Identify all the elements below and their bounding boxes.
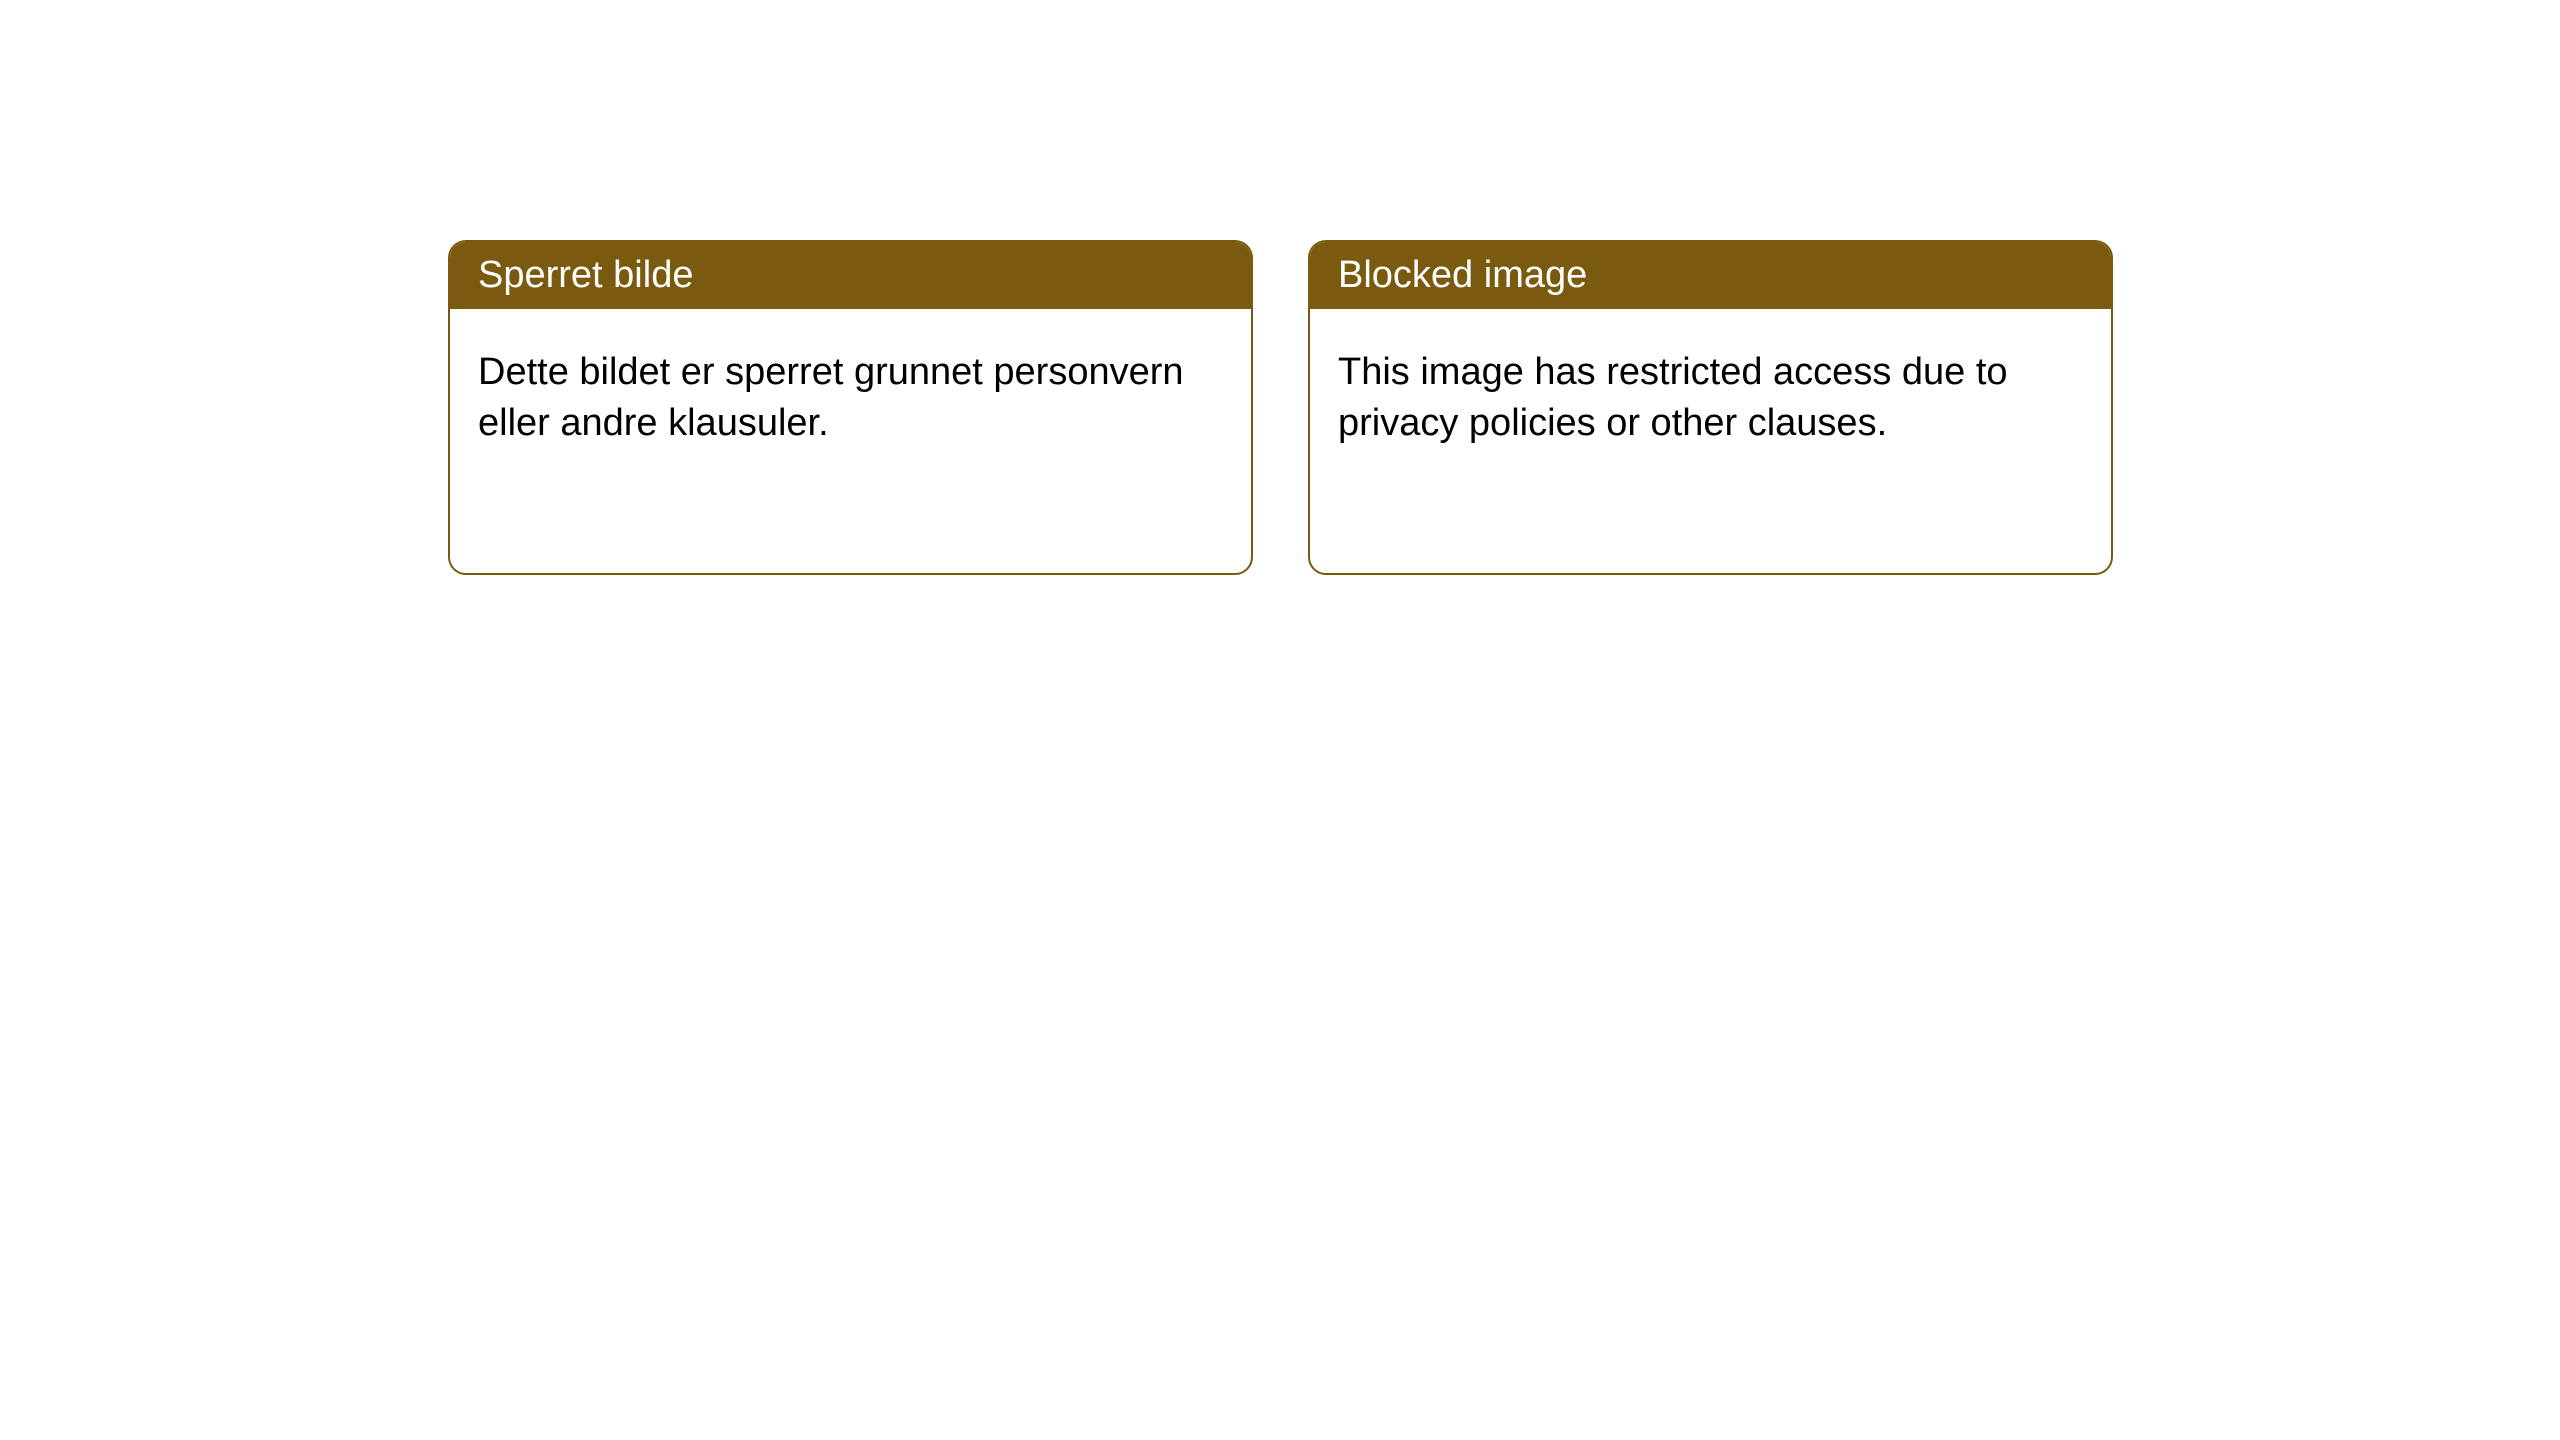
card-body: This image has restricted access due to … xyxy=(1310,309,2111,488)
card-header: Sperret bilde xyxy=(450,242,1251,309)
notice-card-english: Blocked image This image has restricted … xyxy=(1308,240,2113,575)
notice-card-norwegian: Sperret bilde Dette bildet er sperret gr… xyxy=(448,240,1253,575)
notice-container: Sperret bilde Dette bildet er sperret gr… xyxy=(0,0,2560,575)
card-body-text: Dette bildet er sperret grunnet personve… xyxy=(478,351,1184,444)
card-title: Blocked image xyxy=(1338,254,1587,296)
card-header: Blocked image xyxy=(1310,242,2111,309)
card-body-text: This image has restricted access due to … xyxy=(1338,351,2008,444)
card-title: Sperret bilde xyxy=(478,254,693,296)
card-body: Dette bildet er sperret grunnet personve… xyxy=(450,309,1251,488)
